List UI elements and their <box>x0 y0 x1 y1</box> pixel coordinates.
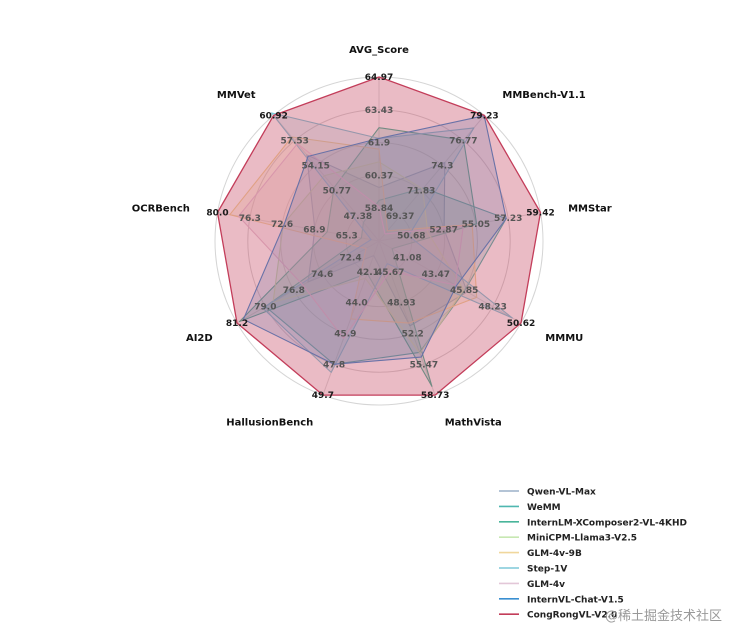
legend-label: Qwen-VL-Max <box>527 488 596 498</box>
tick-label: 81.2 <box>226 319 248 329</box>
series-polygon <box>238 143 464 339</box>
tick-label: 50.68 <box>397 231 425 241</box>
tick-label: 41.08 <box>393 253 421 263</box>
tick-labels: 58.84 60.37 61.9 63.43 64.97 69.37 71.83 74.3 76… <box>206 73 554 401</box>
legend-label: GLM-4v-9B <box>527 549 582 559</box>
tick-label: 45.67 <box>376 268 404 278</box>
axis-label: MMVet <box>217 90 256 101</box>
tick-label: 42.1 <box>357 268 379 278</box>
tick-label: 60.37 <box>365 171 393 181</box>
tick-label: 79.23 <box>470 111 498 121</box>
tick-label: 45.85 <box>450 286 478 296</box>
grid-spoke <box>378 240 436 396</box>
axis-label: HallusionBench <box>226 417 313 428</box>
tick-label: 55.47 <box>410 360 438 370</box>
tick-label: 72.6 <box>271 220 293 230</box>
tick-label: 57.53 <box>280 137 308 147</box>
tick-label: 57.23 <box>494 214 522 224</box>
series-layer <box>216 76 542 396</box>
tick-label: 54.15 <box>301 162 329 172</box>
series-polygon <box>239 127 478 387</box>
tick-label: 69.37 <box>386 212 414 222</box>
tick-label: 76.8 <box>283 286 305 296</box>
tick-label: 50.77 <box>323 187 351 197</box>
axis-label: MMStar <box>568 204 612 215</box>
tick-label: 68.9 <box>303 226 325 236</box>
tick-label: 48.23 <box>478 303 506 313</box>
legend-label: InternLM-XComposer2-VL-4KHD <box>527 518 687 528</box>
tick-label: 65.3 <box>336 231 358 241</box>
axis-label: MMMU <box>545 333 583 344</box>
tick-label: 58.73 <box>421 391 449 401</box>
legend-label: InternVL-Chat-V1.5 <box>527 595 624 605</box>
tick-label: 61.9 <box>368 139 390 149</box>
axis-label: MMBench-V1.1 <box>502 90 585 101</box>
tick-label: 52.2 <box>402 330 424 340</box>
tick-label: 47.38 <box>344 212 372 222</box>
grid-spoke <box>378 115 485 242</box>
legend-label: MiniCPM-Llama3-V2.5 <box>527 534 637 544</box>
tick-label: 52.87 <box>429 226 457 236</box>
axis-label: AVG_Score <box>349 45 409 56</box>
axis-label: OCRBench <box>132 204 190 215</box>
tick-label: 47.8 <box>323 360 345 370</box>
tick-label: 79.0 <box>254 303 276 313</box>
tick-label: 76.77 <box>449 137 477 147</box>
series-polygon <box>242 115 507 365</box>
axis-label: AI2D <box>186 333 213 344</box>
legend-label: Step-1V <box>527 565 567 575</box>
tick-label: 44.0 <box>345 299 367 309</box>
legend-label: WeMM <box>527 503 561 513</box>
tick-label: 55.05 <box>462 220 490 230</box>
tick-label: 58.84 <box>365 204 393 214</box>
tick-label: 72.4 <box>339 253 361 263</box>
grid-spoke <box>273 115 380 242</box>
tick-label: 48.93 <box>387 299 415 309</box>
tick-label: 50.62 <box>507 319 535 329</box>
series-polygon <box>272 161 465 354</box>
legend-label: CongRongVL-V2.0 <box>527 611 617 621</box>
tick-label: 49.7 <box>312 391 334 401</box>
tick-label: 80.0 <box>206 209 228 219</box>
legend-label: GLM-4v <box>527 580 565 590</box>
tick-label: 45.9 <box>334 330 356 340</box>
tick-label: 74.6 <box>311 270 333 280</box>
tick-label: 74.3 <box>431 162 453 172</box>
axis-label: MathVista <box>445 417 502 428</box>
series-polygon <box>264 187 507 365</box>
tick-label: 76.3 <box>239 214 261 224</box>
legend: Qwen-VL-Max WeMM InternLM-XComposer2-VL-4K… <box>499 488 687 621</box>
grid-spoke <box>378 240 522 324</box>
tick-label: 59.42 <box>526 209 554 219</box>
tick-label: 71.83 <box>407 187 435 197</box>
watermark: @稀土掘金技术社区 <box>605 608 722 624</box>
grid-spoke <box>217 212 380 242</box>
tick-label: 43.47 <box>422 270 450 280</box>
series-polygon <box>262 112 513 373</box>
axis-labels: AVG_Score MMBench-V1.1 MMStar MMMU MathVista… <box>132 45 612 428</box>
tick-label: 60.92 <box>259 111 287 121</box>
tick-label: 63.43 <box>365 106 393 116</box>
tick-label: 64.97 <box>365 73 393 83</box>
series-polygon <box>216 76 542 396</box>
